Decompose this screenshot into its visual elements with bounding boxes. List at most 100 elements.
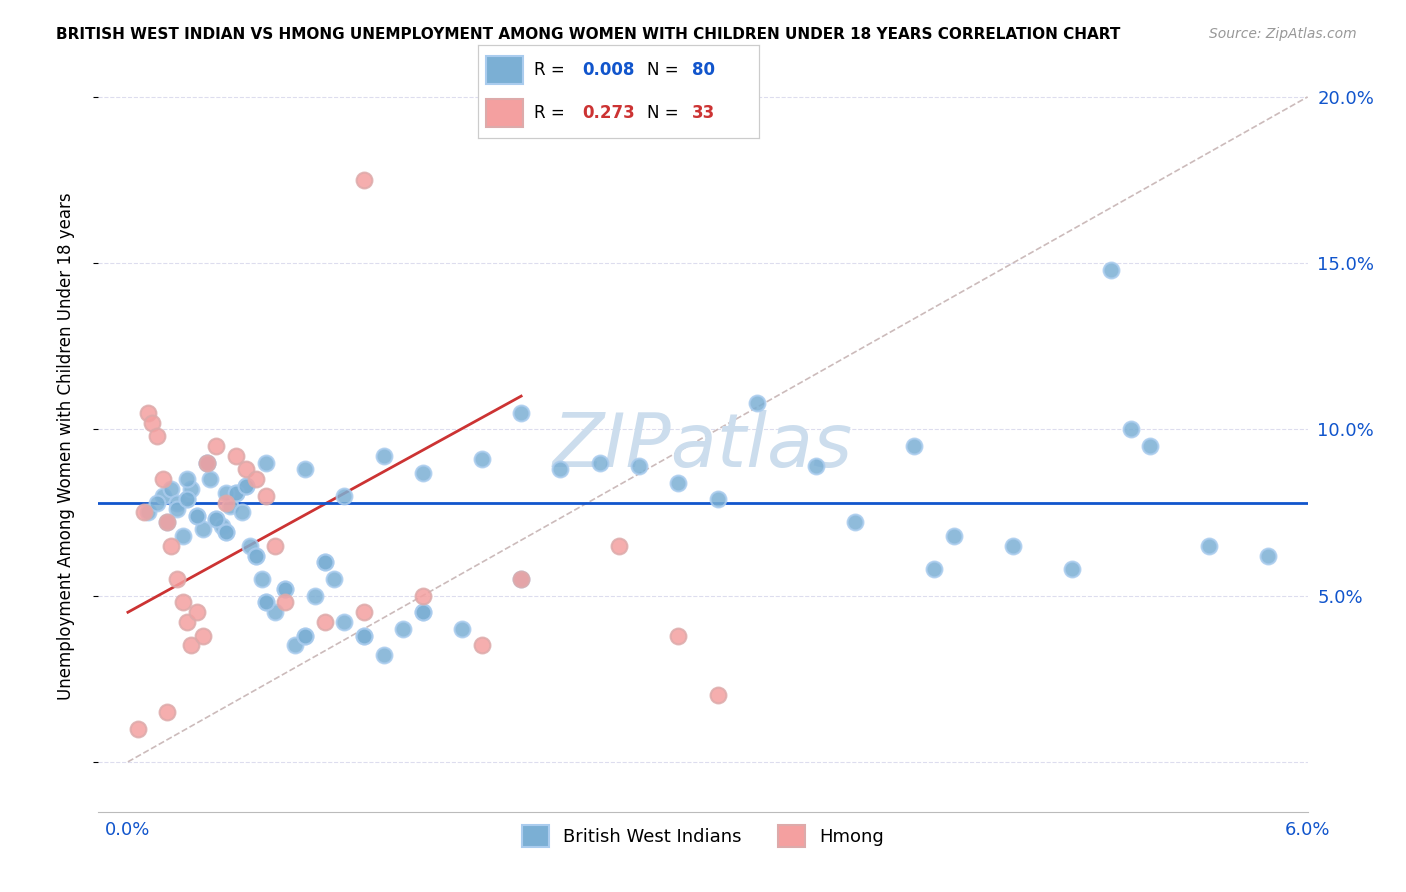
- Text: N =: N =: [647, 104, 683, 122]
- Point: [392, 622, 415, 636]
- Point: [294, 628, 316, 642]
- Point: [235, 479, 257, 493]
- Point: [186, 508, 208, 523]
- Point: [176, 492, 198, 507]
- Point: [1198, 539, 1220, 553]
- Point: [304, 589, 326, 603]
- Point: [245, 549, 267, 563]
- Point: [205, 512, 228, 526]
- Point: [254, 595, 277, 609]
- Point: [333, 489, 356, 503]
- Point: [200, 472, 222, 486]
- Point: [314, 555, 336, 569]
- Point: [609, 539, 631, 553]
- Point: [1257, 549, 1279, 563]
- Point: [250, 572, 273, 586]
- Point: [215, 525, 238, 540]
- Point: [668, 628, 690, 642]
- Point: [471, 452, 494, 467]
- Point: [136, 506, 159, 520]
- Point: [186, 605, 208, 619]
- Point: [274, 595, 297, 609]
- Point: [550, 462, 572, 476]
- Point: [1119, 422, 1142, 436]
- Point: [235, 462, 257, 476]
- Point: [451, 622, 474, 636]
- Point: [176, 472, 198, 486]
- Point: [225, 449, 247, 463]
- Text: 0.008: 0.008: [582, 61, 634, 78]
- Point: [922, 562, 945, 576]
- Point: [254, 595, 277, 609]
- Point: [706, 492, 728, 507]
- Point: [254, 489, 277, 503]
- Point: [205, 512, 228, 526]
- Point: [172, 529, 194, 543]
- Point: [166, 572, 188, 586]
- Point: [146, 429, 169, 443]
- Point: [804, 458, 827, 473]
- Point: [706, 689, 728, 703]
- Point: [314, 615, 336, 630]
- Point: [353, 628, 375, 642]
- Point: [412, 589, 434, 603]
- Point: [205, 439, 228, 453]
- Point: [195, 456, 218, 470]
- Text: Source: ZipAtlas.com: Source: ZipAtlas.com: [1209, 27, 1357, 41]
- Point: [589, 456, 612, 470]
- Point: [264, 605, 287, 619]
- Point: [333, 615, 356, 630]
- Point: [353, 173, 375, 187]
- Point: [294, 628, 316, 642]
- Point: [195, 456, 218, 470]
- Text: R =: R =: [534, 104, 571, 122]
- Point: [215, 485, 238, 500]
- Point: [412, 605, 434, 619]
- Point: [668, 475, 690, 490]
- Point: [1099, 262, 1122, 277]
- Point: [160, 539, 183, 553]
- Text: R =: R =: [534, 61, 571, 78]
- Point: [156, 516, 179, 530]
- Point: [172, 595, 194, 609]
- Point: [412, 605, 434, 619]
- Point: [471, 639, 494, 653]
- Legend: British West Indians, Hmong: British West Indians, Hmong: [515, 817, 891, 854]
- Point: [141, 416, 163, 430]
- Point: [245, 472, 267, 486]
- Point: [235, 479, 257, 493]
- Point: [191, 628, 214, 642]
- Point: [231, 506, 253, 520]
- Point: [146, 495, 169, 509]
- Point: [160, 482, 183, 496]
- Point: [156, 705, 179, 719]
- Point: [186, 508, 208, 523]
- Point: [176, 492, 198, 507]
- Text: 80: 80: [692, 61, 714, 78]
- Point: [284, 639, 307, 653]
- Point: [274, 582, 297, 596]
- Point: [132, 506, 155, 520]
- Point: [1001, 539, 1024, 553]
- Point: [219, 499, 242, 513]
- Text: BRITISH WEST INDIAN VS HMONG UNEMPLOYMENT AMONG WOMEN WITH CHILDREN UNDER 18 YEA: BRITISH WEST INDIAN VS HMONG UNEMPLOYMEN…: [56, 27, 1121, 42]
- Point: [225, 485, 247, 500]
- Point: [510, 572, 533, 586]
- Point: [180, 482, 202, 496]
- Point: [274, 582, 297, 596]
- Point: [245, 549, 267, 563]
- Point: [176, 615, 198, 630]
- Point: [211, 518, 233, 533]
- Point: [903, 439, 925, 453]
- Text: 0.273: 0.273: [582, 104, 636, 122]
- Y-axis label: Unemployment Among Women with Children Under 18 years: Unemployment Among Women with Children U…: [56, 192, 75, 700]
- Point: [195, 456, 218, 470]
- Point: [152, 489, 174, 503]
- Point: [239, 539, 262, 553]
- Point: [215, 525, 238, 540]
- Point: [353, 628, 375, 642]
- Point: [323, 572, 346, 586]
- Point: [373, 648, 395, 663]
- Point: [156, 516, 179, 530]
- Point: [1139, 439, 1161, 453]
